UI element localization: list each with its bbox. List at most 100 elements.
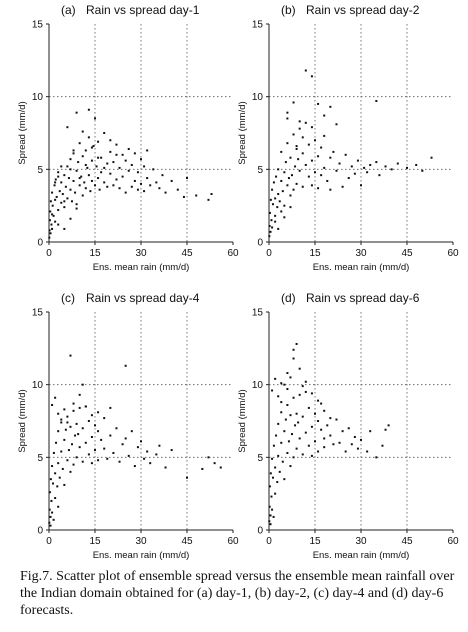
- data-point: [272, 181, 275, 184]
- data-point: [289, 206, 292, 209]
- data-point: [274, 214, 277, 217]
- data-point: [387, 424, 390, 427]
- data-point: [375, 456, 378, 459]
- scatter-panel-2: 0 15 30 45 60 0 5 10 15 Ens. mean rain (mm/d) Spre…: [237, 3, 459, 273]
- x-tick-label: 15: [89, 536, 101, 547]
- data-point: [72, 409, 75, 412]
- data-point: [77, 433, 80, 436]
- data-point: [103, 417, 106, 420]
- data-point: [66, 165, 69, 168]
- data-point: [310, 75, 313, 78]
- data-point: [158, 187, 161, 190]
- data-point: [90, 159, 93, 162]
- data-point: [286, 184, 289, 187]
- data-point: [69, 158, 72, 161]
- data-point: [60, 418, 63, 421]
- data-point: [272, 444, 275, 447]
- x-tick-label: 15: [89, 248, 101, 259]
- data-point: [344, 450, 347, 453]
- data-point: [57, 175, 60, 178]
- data-point: [81, 383, 84, 386]
- data-point: [84, 441, 87, 444]
- data-point: [136, 446, 139, 449]
- data-point: [127, 147, 130, 150]
- data-point: [64, 185, 67, 188]
- data-point: [97, 140, 100, 143]
- data-point: [49, 524, 52, 527]
- data-point: [310, 454, 313, 457]
- data-point: [274, 197, 277, 200]
- data-point: [66, 126, 69, 129]
- data-point: [323, 409, 326, 412]
- data-point: [57, 505, 60, 508]
- data-point: [271, 226, 274, 229]
- data-point: [366, 171, 369, 174]
- data-point: [356, 159, 359, 162]
- x-tick-label: 45: [181, 536, 193, 547]
- data-point: [366, 450, 369, 453]
- data-point: [182, 195, 185, 198]
- data-point: [84, 187, 87, 190]
- data-point: [332, 150, 335, 153]
- data-point: [329, 188, 332, 191]
- data-point: [314, 139, 316, 142]
- data-point: [307, 406, 310, 409]
- y-tick-label: 15: [32, 20, 44, 31]
- data-point: [274, 492, 277, 495]
- data-point: [274, 377, 277, 380]
- panel-title: Rain vs spread day-4: [86, 291, 200, 305]
- data-point: [86, 166, 89, 169]
- data-point: [294, 424, 297, 427]
- data-point: [97, 430, 100, 433]
- panel-title: Rain vs spread day-1: [86, 3, 200, 17]
- x-axis-label: Ens. mean rain (mm/d): [313, 262, 410, 273]
- data-point: [353, 435, 356, 438]
- data-point: [136, 171, 139, 174]
- data-point: [54, 178, 57, 181]
- data-point: [390, 168, 393, 171]
- data-point: [298, 393, 301, 396]
- x-tick-label: 0: [46, 248, 52, 259]
- data-point: [48, 508, 51, 511]
- panel-label: (c): [61, 291, 75, 305]
- data-point: [301, 152, 304, 155]
- data-point: [118, 187, 121, 190]
- data-point: [100, 171, 103, 174]
- data-point: [48, 236, 51, 239]
- data-point: [63, 200, 66, 203]
- data-point: [350, 165, 353, 168]
- x-tick-label: 60: [227, 248, 239, 259]
- data-point: [84, 149, 87, 152]
- data-point: [289, 194, 292, 197]
- data-point: [80, 175, 83, 178]
- data-point: [295, 412, 298, 415]
- data-point: [75, 169, 78, 172]
- scatter-panel-1: 0 15 30 45 60 0 5 10 15 Ens. mean rain (mm/d) Spre…: [17, 3, 239, 273]
- data-point: [283, 430, 286, 433]
- data-point: [375, 161, 378, 164]
- data-point: [289, 465, 292, 468]
- data-point: [277, 454, 280, 457]
- data-point: [276, 206, 279, 209]
- data-point: [295, 145, 298, 148]
- data-point: [329, 434, 332, 437]
- data-point: [310, 126, 313, 129]
- data-point: [115, 178, 118, 181]
- data-point: [90, 414, 93, 417]
- x-tick-label: 30: [355, 536, 367, 547]
- data-point: [291, 174, 293, 177]
- data-point: [314, 440, 316, 443]
- data-point: [77, 161, 80, 164]
- data-point: [304, 121, 307, 124]
- data-point: [109, 150, 112, 153]
- data-point: [66, 197, 69, 200]
- data-point: [347, 427, 350, 430]
- data-point: [186, 476, 188, 479]
- data-point: [60, 165, 63, 168]
- data-point: [164, 466, 167, 469]
- data-point: [335, 123, 338, 126]
- x-axis-label: Ens. mean rain (mm/d): [313, 550, 410, 561]
- data-point: [338, 162, 341, 165]
- data-point: [49, 478, 52, 481]
- data-point: [369, 163, 372, 166]
